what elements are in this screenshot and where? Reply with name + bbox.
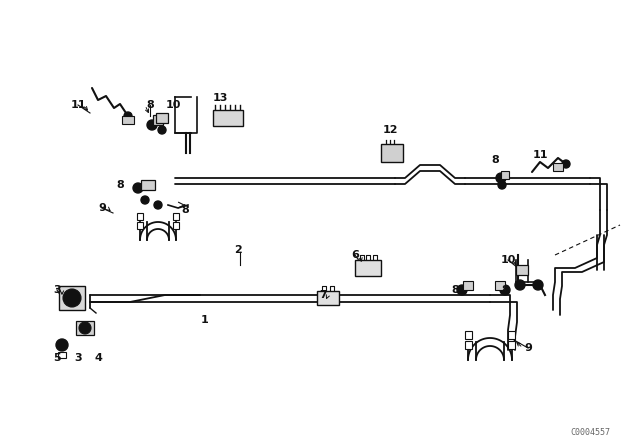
Circle shape bbox=[68, 294, 76, 302]
Bar bbox=[213, 110, 243, 126]
Text: 3: 3 bbox=[74, 353, 82, 363]
Text: 4: 4 bbox=[94, 353, 102, 363]
Text: 8: 8 bbox=[491, 155, 499, 165]
Circle shape bbox=[515, 280, 525, 290]
Text: 10: 10 bbox=[500, 255, 516, 265]
Bar bbox=[317, 291, 339, 305]
Bar bbox=[495, 280, 505, 289]
Text: 3: 3 bbox=[53, 285, 61, 295]
Circle shape bbox=[154, 201, 162, 209]
Text: C0004557: C0004557 bbox=[570, 427, 610, 436]
Bar bbox=[137, 221, 143, 228]
Bar bbox=[141, 180, 155, 190]
Bar bbox=[381, 144, 403, 162]
Text: 7: 7 bbox=[319, 290, 327, 300]
Bar bbox=[553, 163, 563, 171]
Text: 9: 9 bbox=[524, 343, 532, 353]
Circle shape bbox=[533, 280, 543, 290]
Bar bbox=[122, 116, 134, 124]
Text: 5: 5 bbox=[53, 353, 61, 363]
Circle shape bbox=[56, 339, 68, 351]
Text: 8: 8 bbox=[146, 100, 154, 110]
Text: 9: 9 bbox=[98, 203, 106, 213]
Circle shape bbox=[133, 183, 143, 193]
Text: 10: 10 bbox=[165, 100, 180, 110]
Circle shape bbox=[500, 285, 510, 295]
Bar bbox=[355, 260, 381, 276]
Text: 11: 11 bbox=[532, 150, 548, 160]
Text: 8: 8 bbox=[451, 285, 459, 295]
Circle shape bbox=[63, 289, 81, 307]
Circle shape bbox=[496, 173, 506, 183]
Bar bbox=[76, 321, 94, 335]
Bar bbox=[137, 212, 143, 220]
Text: 2: 2 bbox=[234, 245, 242, 255]
Bar bbox=[465, 331, 472, 339]
Text: 8: 8 bbox=[116, 180, 124, 190]
Circle shape bbox=[147, 120, 157, 130]
Text: 13: 13 bbox=[212, 93, 228, 103]
Circle shape bbox=[141, 196, 149, 204]
Bar bbox=[153, 115, 163, 125]
Bar bbox=[508, 341, 515, 349]
Text: 6: 6 bbox=[351, 250, 359, 260]
Text: 1: 1 bbox=[201, 315, 209, 325]
Text: 8: 8 bbox=[501, 285, 509, 295]
Text: 11: 11 bbox=[70, 100, 86, 110]
Bar bbox=[516, 265, 528, 275]
Circle shape bbox=[562, 160, 570, 168]
Circle shape bbox=[158, 126, 166, 134]
Bar bbox=[501, 171, 509, 179]
Circle shape bbox=[457, 285, 467, 295]
Text: 8: 8 bbox=[181, 205, 189, 215]
Bar bbox=[463, 280, 473, 289]
Bar bbox=[58, 352, 66, 358]
Bar bbox=[59, 286, 85, 310]
Bar bbox=[173, 212, 179, 220]
Bar bbox=[508, 331, 515, 339]
Text: 12: 12 bbox=[382, 125, 397, 135]
Bar bbox=[156, 113, 168, 123]
Circle shape bbox=[498, 181, 506, 189]
Bar bbox=[465, 341, 472, 349]
Circle shape bbox=[79, 322, 91, 334]
Bar bbox=[173, 221, 179, 228]
Circle shape bbox=[124, 112, 132, 120]
